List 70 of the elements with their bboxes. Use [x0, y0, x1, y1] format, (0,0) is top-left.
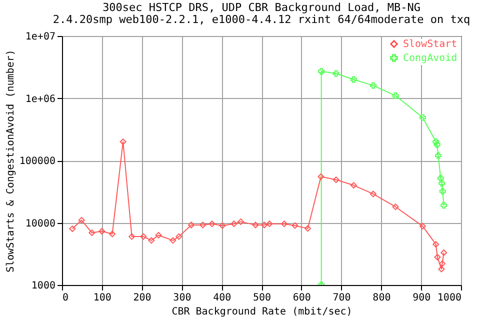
point [332, 70, 340, 77]
point [98, 228, 106, 234]
x-tick-label: 800 [372, 292, 391, 304]
x-tick-label: 500 [252, 292, 272, 304]
point [266, 220, 273, 228]
point [438, 180, 446, 187]
point [155, 232, 162, 238]
chart-subtitle: 2.4.20smp web100-2.2.1, e1000-4.4.12 rxint 64/64moderate on txq [52, 13, 470, 26]
point [230, 220, 238, 228]
point [292, 222, 298, 229]
chart-title: 300sec HSTCP DRS, UDP CBR Background Load, MB-NG [102, 1, 420, 14]
point [208, 220, 216, 228]
point [148, 237, 155, 244]
point [69, 226, 76, 232]
x-axis-title: CBR Background Rate (mbit/sec) [172, 306, 352, 318]
point [432, 241, 440, 248]
legend-label: SlowStart [403, 39, 458, 50]
y-tick-label: 1e+07 [25, 32, 56, 42]
point [437, 174, 444, 182]
x-tick-label: 200 [133, 292, 152, 304]
x-tick-label: 700 [332, 292, 351, 304]
point [78, 216, 85, 224]
point [435, 152, 442, 159]
point [304, 225, 312, 232]
point [440, 202, 448, 209]
x-tick-label: 600 [292, 292, 311, 304]
legend-label: CongAvoid [403, 53, 458, 64]
y-tick-label: 100000 [19, 156, 56, 167]
point [200, 222, 206, 228]
point [128, 233, 136, 240]
point [88, 230, 96, 236]
x-tick-label: 100 [93, 292, 112, 304]
x-tick-label: 300 [173, 292, 192, 304]
point [439, 260, 446, 267]
point [392, 204, 399, 210]
point [350, 76, 357, 83]
y-axis-title: SlowStarts & CongestionAvoid (number) [5, 50, 16, 272]
point [438, 266, 445, 272]
point [332, 176, 340, 184]
point [252, 222, 259, 228]
x-tick-label: 0 [62, 292, 69, 304]
point [419, 222, 426, 230]
point [109, 230, 116, 238]
x-tick-label: 400 [213, 292, 232, 304]
point [370, 190, 376, 198]
point [281, 220, 288, 228]
point [419, 114, 426, 121]
point [432, 138, 440, 145]
point [392, 92, 399, 99]
point [140, 233, 147, 240]
point [176, 233, 182, 240]
point [261, 222, 268, 228]
y-tick-label: 10000 [25, 218, 56, 230]
point [120, 138, 126, 145]
point [439, 188, 446, 195]
point [370, 82, 376, 89]
point [170, 237, 176, 244]
point [188, 222, 195, 228]
x-tick-label: 900 [412, 292, 431, 304]
point [434, 254, 441, 260]
y-tick-label: 1e+06 [25, 94, 56, 105]
point [318, 68, 325, 75]
point [350, 182, 357, 189]
point [219, 222, 226, 229]
point [318, 173, 324, 180]
point [238, 218, 244, 225]
x-tick-label: 1000 [437, 292, 462, 304]
y-tick-label: 1000 [31, 280, 56, 292]
point [434, 141, 440, 148]
point [440, 249, 448, 256]
